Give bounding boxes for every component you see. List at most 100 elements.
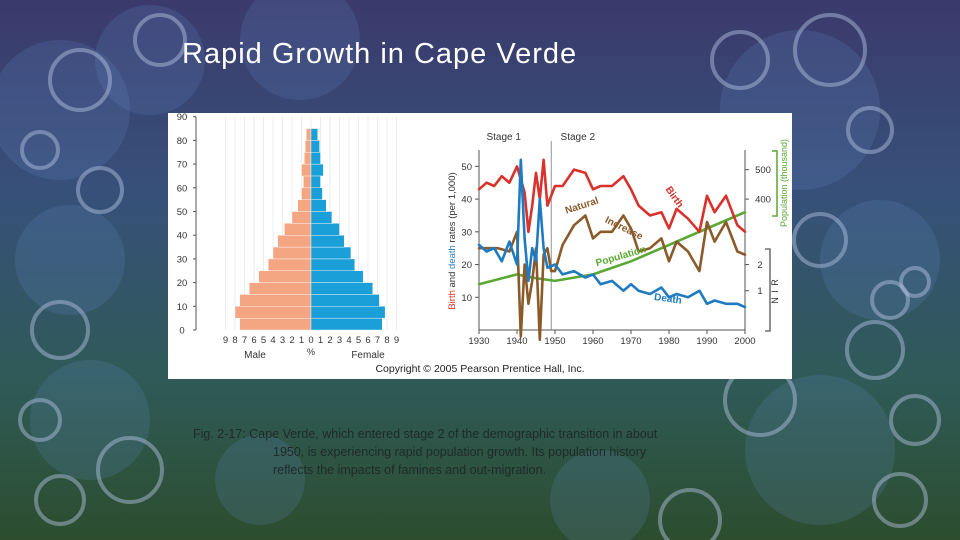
female-bar [310, 270, 364, 283]
year-tick-label: 1980 [658, 336, 679, 347]
female-bar [310, 258, 355, 271]
female-bar [310, 128, 318, 141]
female-bar [310, 140, 320, 153]
figure-caption: Fig. 2-17: Cape Verde, which entered sta… [193, 425, 773, 479]
death-annotation: Death [653, 292, 682, 307]
male-bar [284, 223, 312, 236]
stage-2-label: Stage 2 [561, 132, 596, 143]
nir-tick-label: 1 [757, 286, 762, 297]
pyramid-x-tick-label: 8 [232, 335, 237, 346]
rates-y-axis-title-part: death [447, 245, 458, 269]
pyramid-x-tick-label: 3 [337, 335, 342, 346]
pyramid-y-tick-label: 60 [177, 183, 188, 194]
pyramid-y-tick-label: 70 [177, 160, 188, 171]
figure-panel: 9 8 7 6 5 4 3 2 1 0 1 2 3 4 5 6 7 8 9 0 10 20 30 40 50 60 70 80 90 Ma… [168, 113, 792, 379]
male-bar [306, 128, 312, 141]
female-bar [310, 317, 383, 331]
rates-y-axis-title-part: Birth [447, 290, 458, 310]
male-bar [297, 199, 312, 212]
copyright-text: Copyright © 2005 Pearson Prentice Hall, … [375, 363, 584, 375]
rate-tick-label: 20 [461, 260, 472, 271]
rates-y-axis-title-part: and [447, 269, 458, 290]
pyramid-y-tick-label: 90 [177, 113, 188, 123]
male-bar [239, 294, 312, 307]
population-axis-title: Population (thousand) [779, 139, 789, 227]
pyramid-x-tick-label: 4 [346, 335, 351, 346]
year-tick-label: 1940 [506, 336, 527, 347]
death-rate-line [477, 158, 747, 309]
rate-tick-label: 40 [461, 195, 472, 206]
nir-tick-label: 2 [757, 260, 762, 271]
caption-line-3: reflects the impacts of famines and out-… [273, 463, 547, 477]
female-bar [310, 152, 321, 165]
pyramid-y-tick-label: 30 [177, 254, 188, 265]
pyramid-y-tick-label: 50 [177, 207, 188, 218]
male-bar [291, 211, 312, 224]
female-bar [310, 163, 324, 177]
pyramid-x-tick-label: 9 [223, 335, 228, 346]
pyramid-x-tick-label: 2 [289, 335, 294, 346]
male-bar [303, 175, 312, 189]
caption-line-1: Fig. 2-17: Cape Verde, which entered sta… [193, 427, 658, 441]
year-tick-label: 1950 [544, 336, 565, 347]
nir-bracket [765, 248, 771, 332]
pyramid-x-axis-unit: % [307, 347, 315, 357]
female-bar [310, 306, 386, 319]
rates-y-axis-title-part: rates (per 1,000) [447, 172, 458, 245]
female-bar [310, 223, 340, 236]
pyramid-male-label: Male [244, 350, 266, 361]
male-bar [301, 163, 312, 177]
female-bar [310, 187, 323, 200]
year-tick-label: 1970 [620, 336, 641, 347]
increase-annotation: Increase [603, 215, 645, 243]
year-tick-label: 2000 [734, 336, 755, 347]
male-bar [234, 306, 312, 319]
pyramid-y-tick-label: 80 [177, 136, 188, 147]
pyramid-x-tick-label: 4 [270, 335, 275, 346]
pyramid-y-tick-label: 0 [179, 326, 184, 337]
male-bar [301, 187, 312, 200]
male-bar [268, 258, 312, 271]
year-tick-label: 1960 [582, 336, 603, 347]
pyramid-x-tick-label: 1 [299, 335, 304, 346]
male-bar [239, 317, 312, 331]
female-bar [310, 294, 380, 307]
natural-increase-line [477, 214, 747, 342]
year-tick-label: 1990 [696, 336, 717, 347]
population-bracket [772, 150, 778, 217]
pyramid-x-tick-label: 6 [251, 335, 256, 346]
pyramid-y-tick-label: 40 [177, 231, 188, 242]
pyramid-x-tick-label: 0 [308, 335, 313, 346]
pyramid-x-tick-label: 3 [280, 335, 285, 346]
female-bar [310, 175, 321, 189]
pyramid-x-tick-label: 8 [384, 335, 389, 346]
birth-annotation: Birth [663, 185, 685, 210]
pyramid-x-tick-label: 2 [327, 335, 332, 346]
year-tick-label: 1930 [468, 336, 489, 347]
population-pyramid-chart: 9 8 7 6 5 4 3 2 1 0 1 2 3 4 5 6 7 8 90102030405060708090Ma… [177, 113, 399, 361]
pyramid-y-tick-label: 20 [177, 278, 188, 289]
natural-annotation: Natural [564, 195, 600, 216]
pyramid-x-tick-label: 1 [318, 335, 323, 346]
male-bar [305, 140, 312, 153]
slide-title: Rapid Growth in Cape Verde [182, 38, 578, 70]
rate-tick-label: 30 [461, 227, 472, 238]
female-bar [310, 211, 333, 224]
male-bar [258, 270, 312, 283]
female-bar [310, 282, 373, 295]
pyramid-x-tick-label: 7 [375, 335, 380, 346]
male-bar [272, 246, 312, 260]
male-bar [249, 282, 312, 295]
pyramid-female-label: Female [351, 350, 385, 361]
pyramid-x-tick-label: 5 [261, 335, 266, 346]
pyramid-x-tick-label: 5 [356, 335, 361, 346]
male-bar [277, 234, 312, 248]
pyramid-x-tick-label: 7 [242, 335, 247, 346]
pyramid-x-tick-label: 6 [365, 335, 370, 346]
male-bar [304, 152, 312, 165]
stage-1-label: Stage 1 [486, 132, 521, 143]
rate-tick-label: 10 [461, 293, 472, 304]
population-tick-label: 500 [755, 165, 771, 176]
rates-y-axis-title: Birth and death rates (per 1,000) [447, 172, 458, 309]
